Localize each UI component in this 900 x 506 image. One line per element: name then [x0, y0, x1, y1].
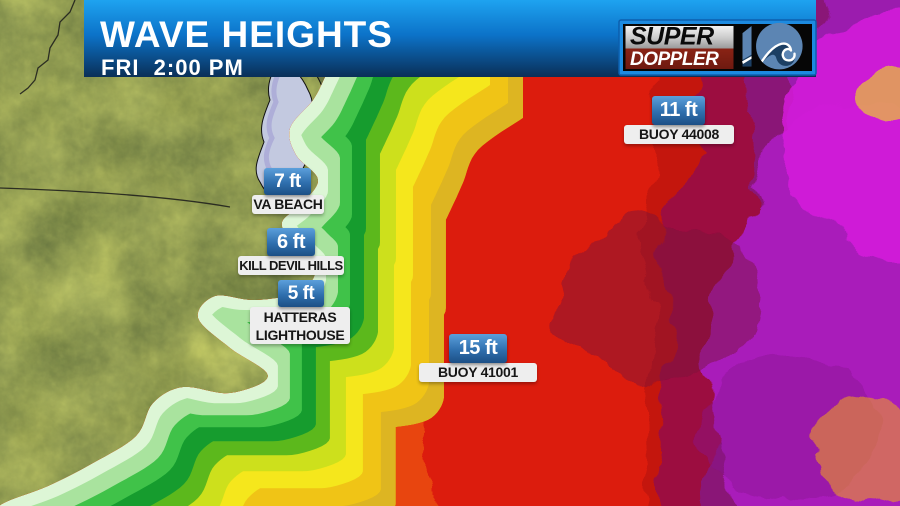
- svg-text:SUPER: SUPER: [630, 23, 714, 51]
- svg-text:DOPPLER: DOPPLER: [630, 49, 719, 70]
